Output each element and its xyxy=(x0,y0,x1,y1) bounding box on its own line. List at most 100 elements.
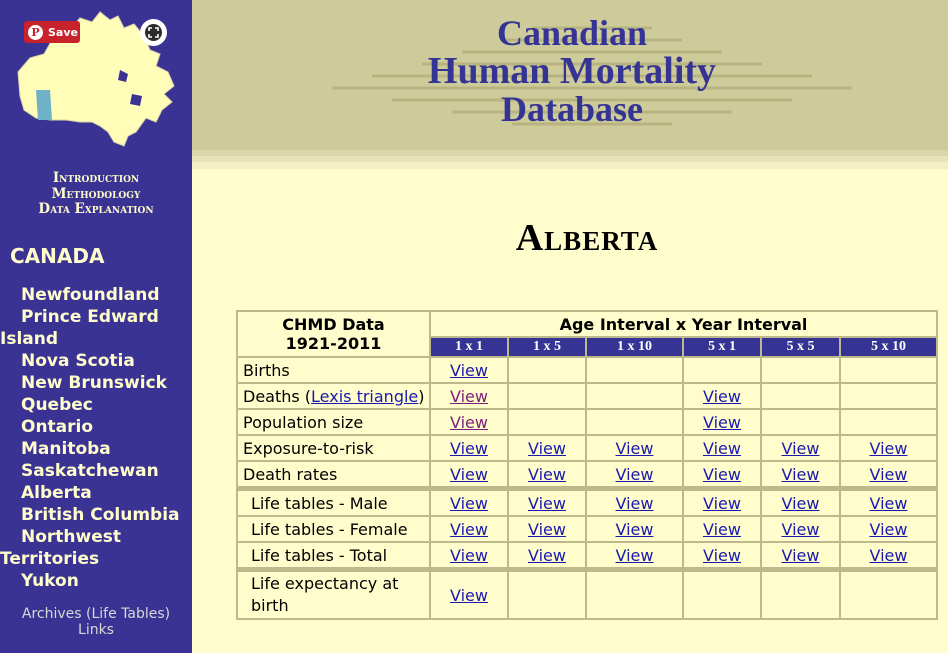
view-link[interactable]: View xyxy=(450,585,488,605)
lexis-triangle-link[interactable]: Lexis triangle xyxy=(311,386,419,406)
province-link-ontario[interactable]: Ontario xyxy=(21,417,94,437)
table-cell: View xyxy=(507,460,587,491)
view-link[interactable]: View xyxy=(615,493,654,513)
view-link[interactable]: View xyxy=(450,386,488,406)
province-link-yukon[interactable]: Yukon xyxy=(21,571,79,591)
province-link-quebec[interactable]: Quebec xyxy=(21,395,93,415)
table-cell xyxy=(760,356,841,384)
column-header-row: 1 x 1 1 x 5 1 x 10 5 x 1 5 x 5 5 x 10 xyxy=(237,336,938,358)
row-label: Deaths (Lexis triangle) xyxy=(236,382,431,410)
table-cell: View xyxy=(585,434,684,462)
table-cell: View xyxy=(760,460,841,491)
table-title-cell: CHMD Data 1921-2011 xyxy=(236,310,431,358)
view-link[interactable]: View xyxy=(528,493,566,513)
view-link[interactable]: View xyxy=(450,493,488,513)
row-label-prefix: Deaths ( xyxy=(243,386,312,406)
province-link-saskatchewan[interactable]: Saskatchewan xyxy=(21,461,159,481)
province-link-pei[interactable]: Prince Edward Island xyxy=(0,307,159,349)
view-link[interactable]: View xyxy=(869,438,908,458)
pinterest-save-button[interactable]: P Save xyxy=(24,21,80,43)
nav-introduction-link[interactable]: Introduction xyxy=(52,170,140,186)
view-link[interactable]: View xyxy=(450,545,488,565)
canada-link[interactable]: CANADA xyxy=(10,244,105,268)
view-link[interactable]: View xyxy=(869,464,908,484)
view-link[interactable]: View xyxy=(450,438,488,458)
view-link[interactable]: View xyxy=(703,438,741,458)
province-link-british-columbia[interactable]: British Columbia xyxy=(21,505,180,525)
canada-map-image[interactable] xyxy=(10,10,182,160)
view-link[interactable]: View xyxy=(703,493,741,513)
view-link[interactable]: View xyxy=(869,493,908,513)
view-link[interactable]: View xyxy=(703,412,741,432)
province-link-manitoba[interactable]: Manitoba xyxy=(21,439,111,459)
table-body: Births View Deaths (Lexis triangle) View Vie… xyxy=(236,356,938,620)
view-link[interactable]: View xyxy=(528,438,566,458)
view-link[interactable]: View xyxy=(450,412,488,432)
view-link[interactable]: View xyxy=(528,464,566,484)
view-link[interactable]: View xyxy=(615,438,654,458)
table-cell: View xyxy=(429,356,509,384)
table-row: Exposure-to-risk View View View View View View xyxy=(236,434,938,462)
table-cell: View xyxy=(429,541,509,572)
view-link[interactable]: View xyxy=(450,360,488,380)
table-row: Population size View View xyxy=(236,408,938,436)
view-link[interactable]: View xyxy=(869,545,908,565)
view-link[interactable]: View xyxy=(528,545,566,565)
row-label: Life tables - Female xyxy=(236,515,431,543)
archives-link[interactable]: Archives (Life Tables) xyxy=(21,606,171,622)
table-cell: View xyxy=(682,515,762,543)
province-link-nova-scotia[interactable]: Nova Scotia xyxy=(21,351,135,371)
table-cell: View xyxy=(839,515,938,543)
view-link[interactable]: View xyxy=(703,464,741,484)
table-cell xyxy=(682,568,762,620)
view-link[interactable]: View xyxy=(781,519,820,539)
table-cell: View xyxy=(429,382,509,410)
view-link[interactable]: View xyxy=(703,519,741,539)
col-header-5x1: 5 x 1 xyxy=(682,336,762,358)
nav-methodology-link[interactable]: Methodology xyxy=(51,185,141,202)
table-cell: View xyxy=(682,541,762,572)
fullscreen-icon xyxy=(145,24,162,41)
view-link[interactable]: View xyxy=(703,545,741,565)
view-link[interactable]: View xyxy=(703,386,741,406)
table-cell: View xyxy=(682,408,762,436)
province-link-new-brunswick[interactable]: New Brunswick xyxy=(21,373,167,393)
row-label: Births xyxy=(236,356,431,384)
table-cell xyxy=(507,408,587,436)
view-link[interactable]: View xyxy=(615,519,654,539)
view-link[interactable]: View xyxy=(615,545,654,565)
province-link-alberta[interactable]: Alberta xyxy=(21,483,92,503)
site-logo[interactable]: Canadian Human Mortality Database xyxy=(362,14,782,128)
table-row: Births View xyxy=(236,356,938,384)
view-link[interactable]: View xyxy=(615,464,654,484)
col-header-1x10: 1 x 10 xyxy=(585,336,684,358)
table-cell: View xyxy=(839,460,938,491)
table-cell xyxy=(585,356,684,384)
view-link[interactable]: View xyxy=(781,438,820,458)
links-link[interactable]: Links xyxy=(78,622,114,638)
view-link[interactable]: View xyxy=(450,464,488,484)
sidebar-footer: Archives (Life Tables) Links xyxy=(0,606,192,638)
view-link[interactable]: View xyxy=(781,493,820,513)
province-link-northwest-territories[interactable]: Northwest Territories xyxy=(0,527,121,569)
expand-button[interactable] xyxy=(140,19,167,46)
view-link[interactable]: View xyxy=(528,519,566,539)
table-cell: View xyxy=(429,460,509,491)
table-row: Life tables - Female View View View View View… xyxy=(236,515,938,543)
data-table: CHMD Data 1921-2011 Age Interval x Year … xyxy=(236,310,938,620)
row-label: Life expectancy at birth xyxy=(236,568,431,620)
col-header-5x5: 5 x 5 xyxy=(760,336,841,358)
view-link[interactable]: View xyxy=(450,519,488,539)
table-cell: View xyxy=(585,541,684,572)
logo-line-1: Canadian xyxy=(496,13,648,53)
nav-data-explanation-link[interactable]: Data Explanation xyxy=(38,201,154,217)
table-cell: View xyxy=(760,515,841,543)
pinterest-icon: P xyxy=(28,24,43,40)
row-label: Exposure-to-risk xyxy=(236,434,431,462)
view-link[interactable]: View xyxy=(869,519,908,539)
province-link-newfoundland[interactable]: Newfoundland xyxy=(21,285,160,305)
table-cell xyxy=(760,408,841,436)
view-link[interactable]: View xyxy=(781,545,820,565)
table-cell: View xyxy=(760,541,841,572)
view-link[interactable]: View xyxy=(781,464,820,484)
